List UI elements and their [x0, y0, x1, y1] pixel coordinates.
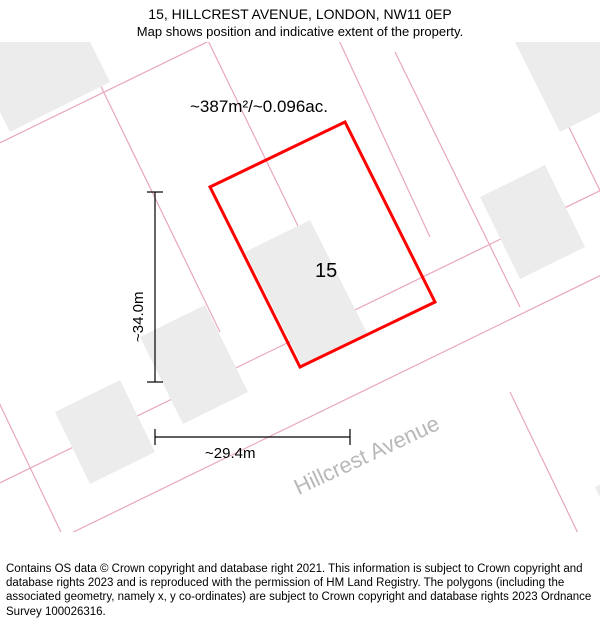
copyright-footer: Contains OS data © Crown copyright and d… [6, 562, 594, 620]
page-title: 15, HILLCREST AVENUE, LONDON, NW11 0EP [10, 6, 590, 22]
page-subtitle: Map shows position and indicative extent… [10, 24, 590, 39]
house-number-label: 15 [315, 260, 337, 283]
dim-horizontal-label: ~29.4m [205, 445, 255, 462]
header: 15, HILLCREST AVENUE, LONDON, NW11 0EP M… [0, 0, 600, 41]
map-canvas: ~387m²/~0.096ac. ~34.0m ~29.4m 15 Hillcr… [0, 42, 600, 532]
dim-vertical-label: ~34.0m [130, 292, 147, 342]
area-label: ~387m²/~0.096ac. [190, 97, 328, 117]
